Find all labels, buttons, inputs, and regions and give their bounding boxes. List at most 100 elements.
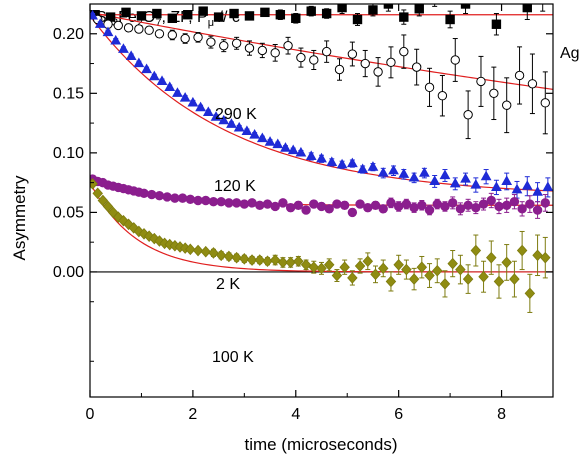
data-point <box>347 272 358 284</box>
data-point <box>432 264 443 277</box>
data-point <box>540 98 550 108</box>
data-point <box>501 175 513 186</box>
data-point <box>308 261 320 273</box>
data-point <box>354 260 366 272</box>
data-point <box>409 202 419 213</box>
data-point <box>460 173 471 183</box>
data-point <box>102 26 114 37</box>
data-point <box>347 207 358 218</box>
data-point <box>419 167 430 177</box>
data-point <box>542 181 553 192</box>
data-point <box>172 87 183 97</box>
data-point <box>346 157 358 168</box>
data-point <box>463 110 473 120</box>
data-point <box>170 193 180 203</box>
data-point <box>269 254 281 266</box>
data-point <box>275 10 286 20</box>
data-point <box>183 10 193 20</box>
data-point <box>152 8 162 19</box>
data-point <box>201 195 211 206</box>
data-point <box>136 11 147 21</box>
data-point <box>347 49 358 59</box>
data-point <box>107 206 119 219</box>
data-point <box>256 132 268 143</box>
data-point <box>383 4 394 9</box>
data-point <box>486 251 497 264</box>
data-point <box>377 167 389 177</box>
data-point <box>293 200 304 210</box>
data-point <box>522 4 532 13</box>
data-point <box>223 250 235 263</box>
data-point <box>532 186 543 196</box>
fit-curve <box>90 15 553 192</box>
series-label-2k: 2 K <box>216 276 240 293</box>
data-point <box>185 243 196 256</box>
data-point <box>291 13 301 23</box>
data-point <box>432 199 442 209</box>
data-point <box>255 200 265 210</box>
data-point <box>167 30 178 40</box>
data-point <box>192 244 204 257</box>
data-point <box>301 205 311 215</box>
data-point <box>162 192 172 202</box>
data-point <box>514 70 525 81</box>
data-point <box>373 67 383 77</box>
data-point <box>357 163 369 174</box>
data-point <box>167 13 178 23</box>
data-point <box>393 259 404 271</box>
data-point <box>445 14 455 25</box>
x-tick-label: 2 <box>188 406 197 423</box>
data-point <box>399 46 409 57</box>
data-point <box>224 198 234 208</box>
data-point <box>525 199 535 209</box>
data-point <box>254 254 266 266</box>
x-axis-label: time (microseconds) <box>244 435 397 454</box>
data-point <box>501 256 512 269</box>
plot-frame <box>89 3 554 398</box>
data-point <box>148 70 160 81</box>
data-point <box>113 20 123 31</box>
data-point <box>447 257 458 270</box>
data-point <box>430 0 438 2</box>
data-point <box>470 178 482 189</box>
data-point <box>401 199 412 209</box>
data-point <box>141 63 152 74</box>
data-point <box>476 76 486 87</box>
data-point <box>296 52 306 63</box>
x-tick-label: 8 <box>497 406 506 423</box>
data-point <box>283 40 293 51</box>
x-tick-label: 0 <box>86 406 95 423</box>
data-point <box>244 43 255 53</box>
data-point <box>287 144 299 155</box>
data-point <box>324 204 334 214</box>
data-point <box>180 33 190 44</box>
data-point <box>527 79 538 89</box>
data-point <box>309 55 319 65</box>
data-point <box>437 91 448 101</box>
data-point <box>411 62 422 72</box>
data-point <box>133 57 145 68</box>
data-point <box>213 12 224 22</box>
data-point <box>249 128 261 139</box>
data-point <box>368 5 378 15</box>
data-point <box>460 4 471 9</box>
data-point <box>125 50 137 60</box>
data-point <box>399 12 409 22</box>
series-2-k <box>90 174 550 219</box>
data-point <box>398 168 410 178</box>
data-point <box>339 200 350 210</box>
data-point <box>447 198 458 208</box>
series-ag <box>90 0 546 36</box>
series-label-100k: 100 K <box>212 349 254 366</box>
data-point <box>280 142 291 152</box>
data-point <box>486 195 496 206</box>
data-point <box>362 255 374 268</box>
data-point <box>206 37 216 47</box>
data-point <box>110 34 122 45</box>
data-point <box>386 198 396 208</box>
data-point <box>493 275 505 288</box>
data-point <box>334 64 345 75</box>
data-point <box>179 92 191 102</box>
data-point <box>532 205 543 215</box>
data-point <box>134 24 144 34</box>
